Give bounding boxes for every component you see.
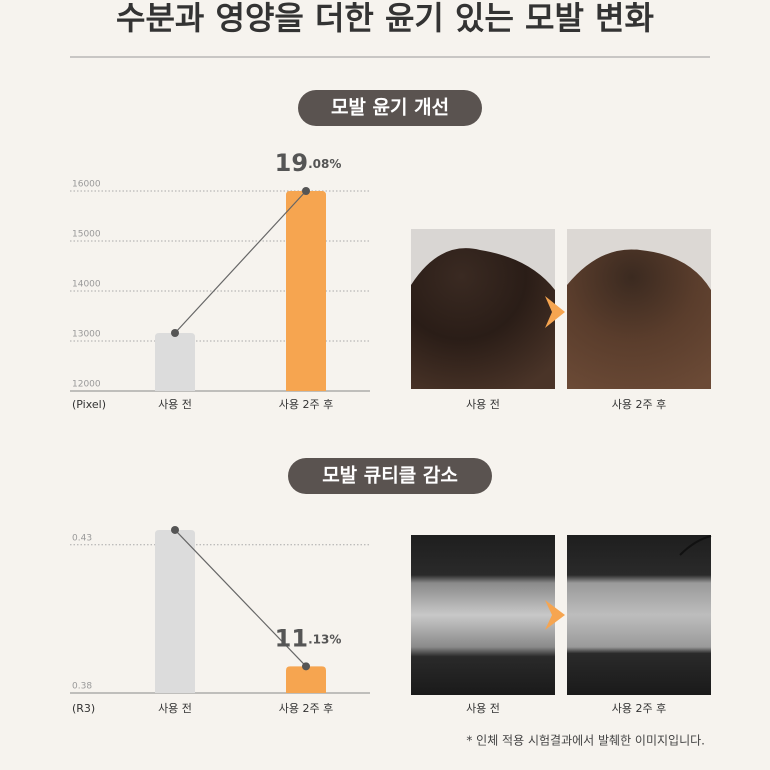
y-tick-label: 16000 xyxy=(72,180,101,190)
y-tick-label: 14000 xyxy=(72,280,101,290)
axis-label: (Pixel) xyxy=(72,398,106,411)
annotation-decimal: .13% xyxy=(308,632,341,646)
trend-point xyxy=(302,662,310,671)
annotation-decimal: .08% xyxy=(308,157,341,171)
section-title: 모발 큐티클 감소 xyxy=(322,465,458,487)
y-tick-label: 12000 xyxy=(72,380,101,390)
arrow xyxy=(545,296,565,328)
hair xyxy=(411,248,555,389)
axis-label: (R3) xyxy=(72,702,95,715)
section-pill xyxy=(298,90,482,126)
bar xyxy=(286,666,326,693)
fiber-strand xyxy=(679,535,712,556)
trend-point xyxy=(171,525,179,534)
x-tick-label: 사용 2주 후 xyxy=(279,398,333,411)
bar xyxy=(286,191,326,391)
y-tick-label: 0.43 xyxy=(72,533,92,543)
bar xyxy=(155,529,195,693)
trend-line xyxy=(174,529,307,667)
footnote: * 인체 적용 시험결과에서 발췌한 이미지입니다. xyxy=(466,734,705,748)
arrow xyxy=(545,600,565,630)
annotation-main: 11 xyxy=(275,624,308,652)
section-pill xyxy=(288,458,492,494)
section-title: 모발 윤기 개선 xyxy=(331,97,449,119)
photo-caption: 사용 전 xyxy=(466,398,500,411)
bar xyxy=(155,333,195,391)
x-tick-label: 사용 전 xyxy=(158,702,192,715)
hair xyxy=(567,249,711,389)
annotation: 19.08% xyxy=(275,149,342,177)
page-title: 수분과 영양을 더한 윤기 있는 모발 변화 xyxy=(116,0,654,37)
photo-after xyxy=(567,535,711,695)
trend-line xyxy=(174,190,307,334)
trend-point xyxy=(171,329,179,337)
x-tick-label: 사용 2주 후 xyxy=(279,702,333,715)
photo-caption: 사용 2주 후 xyxy=(612,702,666,715)
x-tick-label: 사용 전 xyxy=(158,398,192,411)
trend-point xyxy=(302,187,310,195)
photo-caption: 사용 2주 후 xyxy=(612,398,666,411)
photo-caption: 사용 전 xyxy=(466,702,500,715)
y-tick-label: 13000 xyxy=(72,330,101,340)
y-tick-label: 15000 xyxy=(72,230,101,240)
photo-before xyxy=(411,535,555,695)
annotation: 11.13% xyxy=(275,624,342,652)
y-tick-label: 0.38 xyxy=(72,682,92,692)
annotation-main: 19 xyxy=(275,149,308,177)
